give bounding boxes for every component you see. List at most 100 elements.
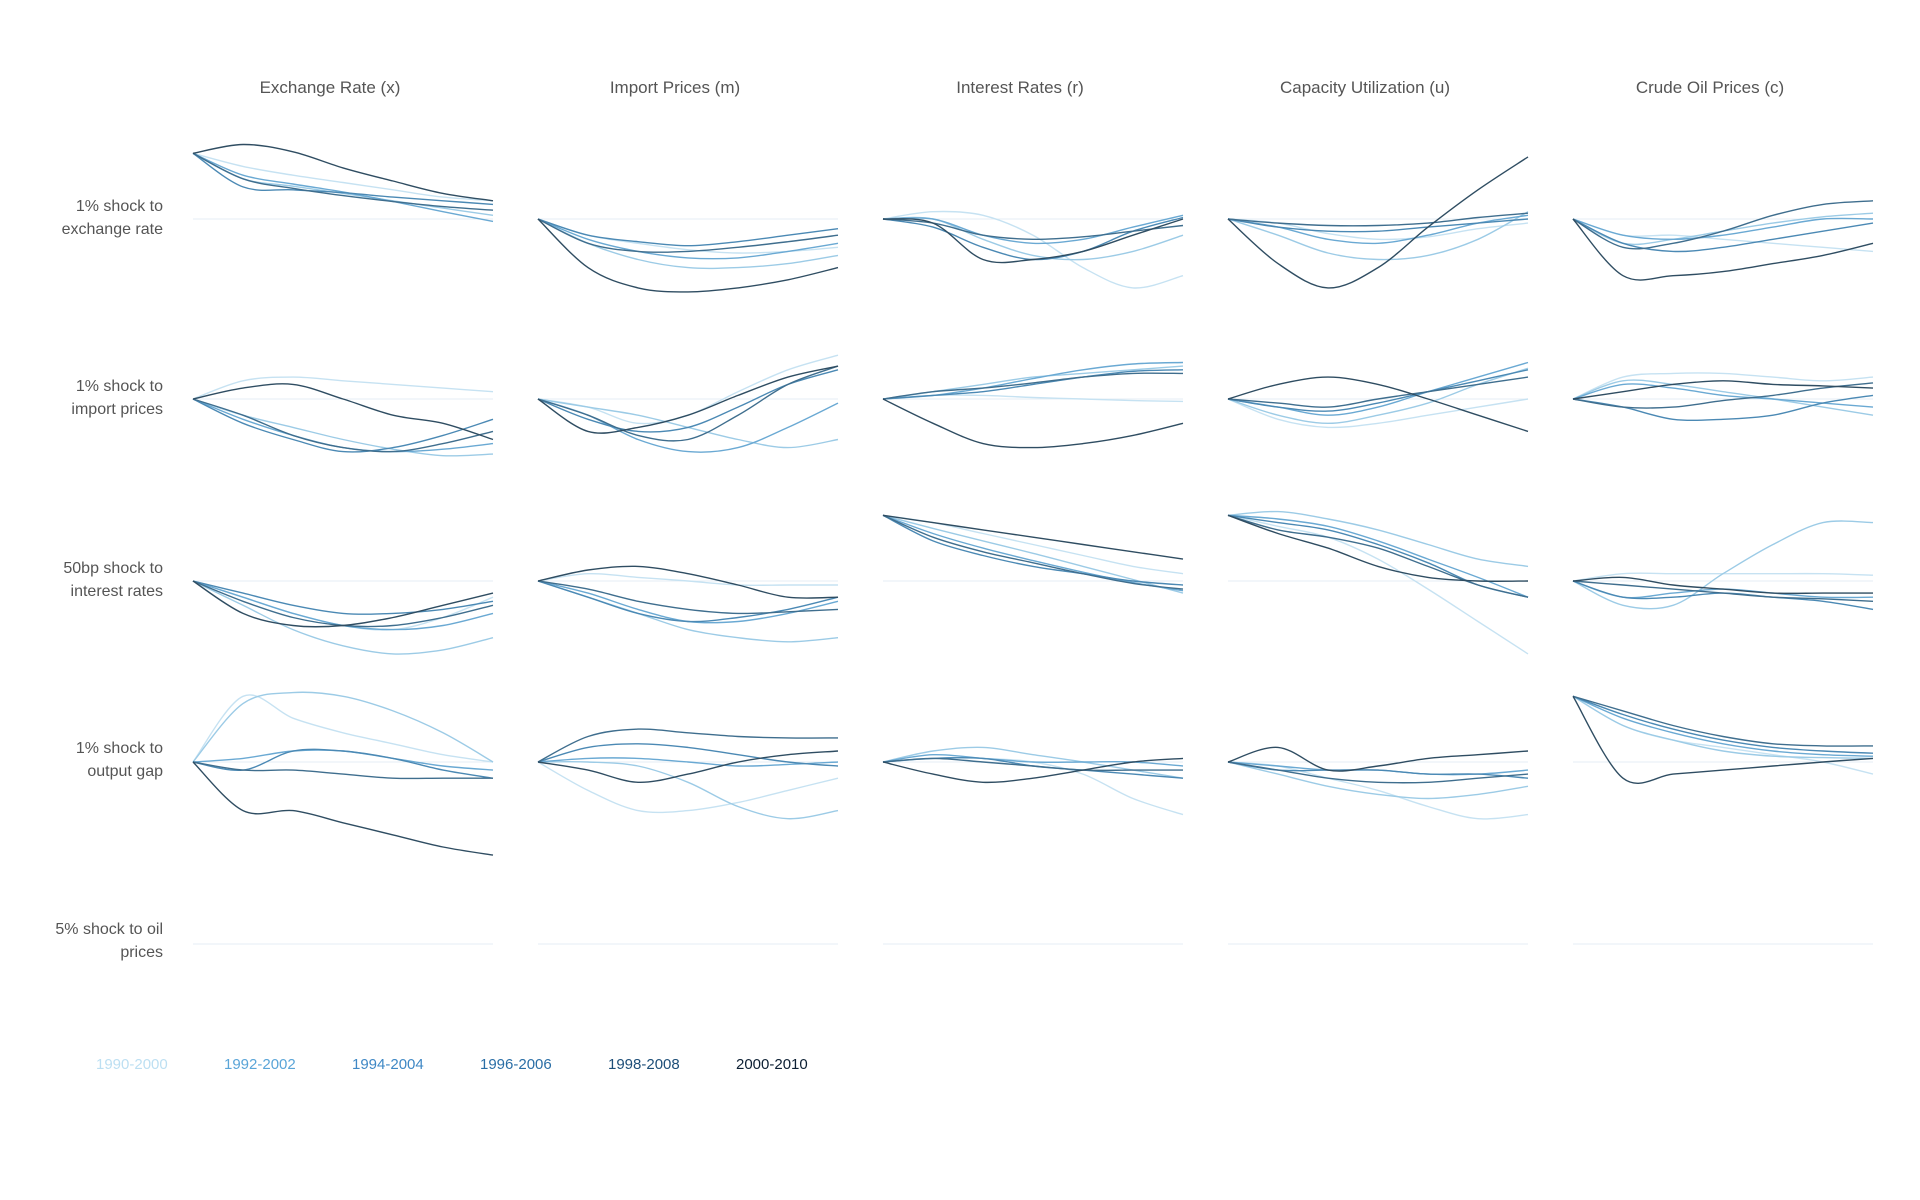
series-line-2000-2010: [882, 757, 1184, 784]
series-line-1992-2002: [537, 218, 839, 270]
panel-r0-c0: [192, 143, 494, 223]
series-line-1996-2006: [1227, 218, 1529, 233]
series-line-1992-2002: [192, 691, 494, 763]
series-line-2000-2010: [882, 514, 1184, 560]
legend-item-1998-2008: 1998-2008: [608, 1056, 680, 1073]
series-line-1998-2008: [1572, 382, 1874, 409]
panel-r0-c1: [537, 218, 839, 293]
panel-r3-c4: [1572, 695, 1874, 784]
series-line-1996-2006: [537, 218, 839, 247]
panel-r3-c2: [882, 746, 1184, 816]
series-line-1990-2000: [882, 514, 1184, 575]
row-label-line: interest rates: [70, 583, 163, 600]
panel-r2-c2: [882, 514, 1184, 594]
series-line-1998-2008: [1227, 514, 1529, 598]
series-line-2000-2010: [1227, 746, 1529, 772]
row-label-line: 1% shock to: [75, 378, 163, 395]
series-line-2000-2010: [192, 143, 494, 202]
series-line-1996-2006: [1227, 369, 1529, 412]
series-line-1998-2008: [192, 152, 494, 211]
series-line-1994-2004: [192, 580, 494, 631]
series-line-2000-2010: [192, 761, 494, 856]
series-line-1992-2002: [882, 216, 1184, 261]
series-line-2000-2010: [1227, 514, 1529, 582]
series-line-1998-2008: [1227, 376, 1529, 408]
column-title-exchange-rate: Exchange Rate (x): [259, 78, 401, 97]
series-line-1996-2006: [882, 216, 1184, 261]
panel-r2-c3: [1227, 510, 1529, 655]
series-line-1990-2000: [192, 694, 494, 763]
series-line-2000-2010: [192, 580, 494, 628]
series-line-1998-2008: [1572, 580, 1874, 602]
series-line-1990-2000: [1227, 514, 1529, 655]
series-line-1990-2000: [192, 152, 494, 202]
panel-r2-c4: [1572, 520, 1874, 611]
panel-r2-c0: [192, 580, 494, 655]
legend-item-1994-2004: 1994-2004: [352, 1056, 424, 1073]
series-line-1994-2004: [882, 514, 1184, 592]
series-line-2000-2010: [882, 218, 1184, 264]
series-line-1990-2000: [1227, 398, 1529, 429]
series-line-1994-2004: [882, 361, 1184, 400]
panel-r1-c0: [192, 376, 494, 457]
series-line-1998-2008: [537, 365, 839, 442]
series-line-1990-2000: [1572, 372, 1874, 400]
series-line-1996-2006: [882, 514, 1184, 586]
series-line-2000-2010: [1227, 376, 1529, 433]
column-title-interest-rates: Interest Rates (r): [956, 78, 1084, 97]
row-label-line: 1% shock to: [75, 740, 163, 757]
series-line-1996-2006: [1572, 695, 1874, 754]
series-line-1996-2006: [192, 152, 494, 206]
series-line-1990-2000: [537, 218, 839, 254]
series-line-1994-2004: [1572, 695, 1874, 757]
series-line-1996-2006: [882, 756, 1184, 779]
panel-r3-c1: [537, 728, 839, 820]
series-line-2000-2010: [192, 383, 494, 441]
series-line-1994-2004: [1227, 361, 1529, 416]
row-label-import-prices-shock: 1% shock to import prices: [3, 375, 163, 421]
series-line-1990-2000: [192, 376, 494, 400]
row-label-line: import prices: [71, 401, 163, 418]
column-title-crude-oil-prices: Crude Oil Prices (c): [1635, 78, 1785, 97]
series-line-1992-2002: [1227, 367, 1529, 425]
series-line-1996-2006: [537, 743, 839, 767]
panel-r1-c2: [882, 361, 1184, 449]
row-label-line: exchange rate: [61, 221, 163, 238]
series-line-1992-2002: [1227, 761, 1529, 800]
series-line-2000-2010: [882, 398, 1184, 449]
legend-item-2000-2010: 2000-2010: [736, 1056, 808, 1073]
series-line-1994-2004: [537, 580, 839, 624]
legend-item-1996-2006: 1996-2006: [480, 1056, 552, 1073]
row-label-interest-rates-shock: 50bp shock to interest rates: [3, 557, 163, 603]
series-line-1998-2008: [192, 398, 494, 453]
series-line-1996-2006: [192, 398, 494, 453]
row-label-line: 50bp shock to: [63, 560, 163, 577]
panel-r2-c1: [537, 565, 839, 643]
row-label-line: 5% shock to oil: [55, 921, 163, 938]
series-line-1992-2002: [192, 580, 494, 655]
series-line-2000-2010: [537, 750, 839, 784]
panel-r0-c4: [1572, 200, 1874, 281]
series-line-1994-2004: [1227, 514, 1529, 598]
panel-r3-c0: [192, 691, 494, 856]
series-line-1998-2008: [882, 514, 1184, 590]
series-line-1992-2002: [882, 514, 1184, 594]
series-line-1990-2000: [192, 580, 494, 631]
column-title-import-prices: Import Prices (m): [609, 78, 741, 97]
series-line-1994-2004: [537, 218, 839, 260]
row-label-line: 1% shock to: [75, 198, 163, 215]
legend-item-1992-2002: 1992-2002: [224, 1056, 296, 1073]
series-line-1992-2002: [537, 398, 839, 449]
series-line-1990-2000: [537, 572, 838, 587]
series-line-1998-2008: [1227, 212, 1529, 227]
series-line-2000-2010: [1572, 380, 1874, 400]
series-line-1998-2008: [1227, 761, 1529, 784]
series-line-2000-2010: [1572, 576, 1873, 595]
series-line-1998-2008: [537, 728, 839, 763]
series-line-1994-2004: [882, 753, 1184, 767]
series-line-1992-2002: [537, 760, 839, 820]
series-line-2000-2010: [1572, 695, 1874, 784]
series-line-1992-2002: [1572, 520, 1874, 610]
